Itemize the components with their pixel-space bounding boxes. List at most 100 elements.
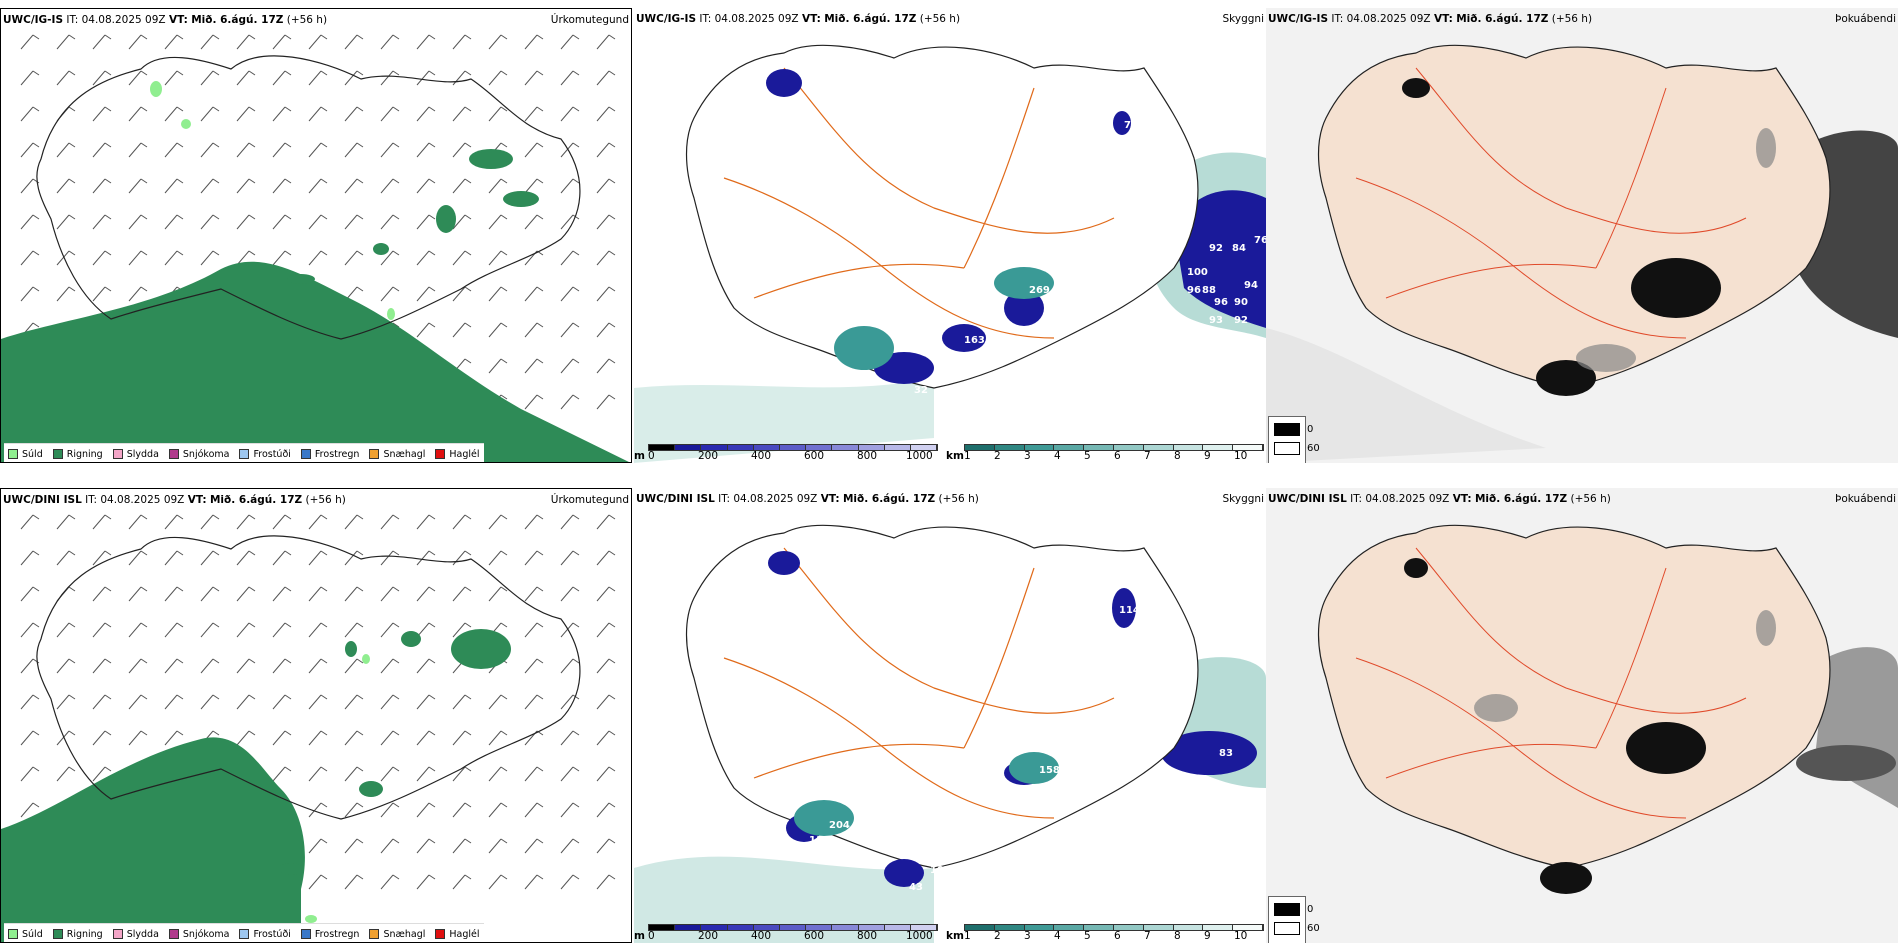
model-name: UWC/DINI ISL <box>636 493 715 505</box>
wind-barb <box>596 106 616 122</box>
wind-barb <box>344 802 364 818</box>
ceiling-value-label: 84 <box>1232 243 1246 254</box>
wind-barb <box>452 286 472 302</box>
ceiling-tick: 1000 <box>906 450 933 462</box>
wind-barb <box>272 694 292 710</box>
wind-barb <box>236 658 256 674</box>
wind-barb <box>452 142 472 158</box>
wind-barb <box>596 214 616 230</box>
legend-swatch <box>239 449 250 459</box>
wind-barb <box>128 214 148 230</box>
wind-barb <box>524 34 544 50</box>
ceiling-tick: 0 <box>648 450 655 462</box>
wind-barb <box>20 550 40 566</box>
wind-barb <box>92 214 112 230</box>
wind-barb <box>344 550 364 566</box>
wind-barb <box>92 586 112 602</box>
wind-barb <box>560 394 580 410</box>
wind-barb <box>560 730 580 746</box>
panel-title-ceiling: Skyggni <box>1222 13 1265 25</box>
ceiling-value-label: 83 <box>1219 748 1233 759</box>
wind-barb <box>20 106 40 122</box>
wind-barb <box>452 322 472 338</box>
wind-barb <box>200 70 220 86</box>
wind-barb <box>272 178 292 194</box>
visibility-tick: 6 <box>1114 450 1121 462</box>
ceiling-value-label: 93 <box>956 355 970 366</box>
wind-barb <box>596 394 616 410</box>
wind-barb <box>488 838 508 854</box>
wind-barb <box>524 142 544 158</box>
visibility-tick: 1 <box>964 450 971 462</box>
wind-barb <box>560 142 580 158</box>
valid-time: Mið. 6.ágú. 17Z <box>1456 13 1549 25</box>
legend-item: Frostregn <box>300 449 359 460</box>
wind-barb <box>488 106 508 122</box>
wind-barb <box>596 802 616 818</box>
wind-barb <box>308 694 328 710</box>
cloud-map-row1 <box>1266 8 1898 463</box>
wind-barb <box>344 178 364 194</box>
visibility-tick: 3 <box>1024 450 1031 462</box>
wind-barb <box>236 70 256 86</box>
wind-barb <box>200 106 220 122</box>
visibility-tick: 5 <box>1084 450 1091 462</box>
ceiling-value-label: 92 <box>1139 150 1153 161</box>
wind-barb <box>560 622 580 638</box>
visibility-unit: km <box>946 450 964 462</box>
wind-barb <box>56 550 76 566</box>
panel-header: UWC/IG-IS IT: 04.08.2025 09Z VT: Mið. 6.… <box>3 11 629 29</box>
wind-barb <box>416 178 436 194</box>
wind-barb <box>308 622 328 638</box>
panel-header: UWC/IG-IS IT: 04.08.2025 09Z VT: Mið. 6.… <box>636 10 1264 28</box>
wind-barb <box>128 586 148 602</box>
wind-barb <box>452 214 472 230</box>
wind-barb <box>56 142 76 158</box>
wind-barb <box>56 730 76 746</box>
wind-barb <box>128 730 148 746</box>
wind-barb <box>596 286 616 302</box>
panel-header: UWC/DINI ISL IT: 04.08.2025 09Z VT: Mið.… <box>1268 490 1896 508</box>
legend-item: Rigning <box>52 929 103 940</box>
wind-barb <box>272 586 292 602</box>
visibility-tick: 10 <box>1234 450 1248 462</box>
legend-item: Frostúði <box>239 929 291 940</box>
ceiling-tick: 800 <box>857 450 878 462</box>
wind-barb <box>308 838 328 854</box>
wind-barb <box>272 550 292 566</box>
wind-barb <box>308 34 328 50</box>
wind-barb <box>524 874 544 890</box>
legend-item: Frostúði <box>239 449 291 460</box>
wind-barb <box>524 358 544 374</box>
precip-panel-row1: UWC/IG-IS IT: 04.08.2025 09Z VT: Mið. 6.… <box>0 8 632 463</box>
ceiling-value-label: 76 <box>1254 235 1266 246</box>
wind-barb <box>308 550 328 566</box>
wind-barb <box>452 514 472 530</box>
wind-barb <box>128 622 148 638</box>
legend-label: Rigning <box>66 448 103 460</box>
wind-barb <box>560 250 580 266</box>
wind-barb <box>524 586 544 602</box>
wind-barb <box>272 766 292 782</box>
ceiling-tick: 200 <box>698 450 719 462</box>
wind-barb <box>380 250 400 266</box>
wind-barb <box>488 586 508 602</box>
legend-swatch <box>8 929 18 939</box>
wind-barb <box>488 694 508 710</box>
wind-barb <box>308 178 328 194</box>
wind-barb <box>164 214 184 230</box>
ceiling-colorbar-scale <box>648 444 938 451</box>
wind-barb <box>488 550 508 566</box>
wind-barb <box>596 658 616 674</box>
wind-barb <box>380 514 400 530</box>
wind-barb <box>92 658 112 674</box>
wind-barb <box>452 250 472 266</box>
valid-time-label: VT: <box>820 493 840 505</box>
ceiling-colorbar: m 0 200 400 600 800 1000 <box>634 924 944 942</box>
wind-barb <box>92 766 112 782</box>
cloud-legend-top: 0 <box>1307 424 1314 435</box>
wind-barb <box>344 838 364 854</box>
wind-barb <box>308 874 328 890</box>
wind-barb <box>380 874 400 890</box>
wind-barb <box>92 178 112 194</box>
